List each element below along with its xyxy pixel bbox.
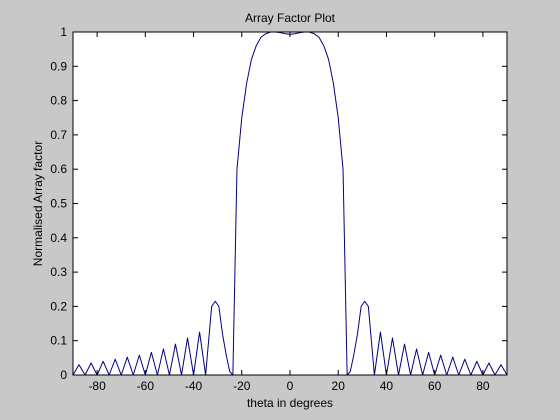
y-tick-label: 1 — [60, 25, 67, 39]
x-tick-label: 40 — [380, 379, 394, 393]
y-tick-label: 0.3 — [50, 265, 67, 279]
x-tick-label: -80 — [88, 379, 106, 393]
y-tick-label: 0.6 — [50, 162, 67, 176]
x-tick-label: -40 — [185, 379, 203, 393]
x-tick-label: 0 — [287, 379, 294, 393]
y-tick-label: 0.1 — [50, 334, 67, 348]
x-tick-label: 60 — [428, 379, 442, 393]
y-tick-label: 0 — [60, 368, 67, 382]
y-tick-label: 0.2 — [50, 299, 67, 313]
x-tick-label: -60 — [137, 379, 155, 393]
y-tick-label: 0.8 — [50, 94, 67, 108]
y-axis-ticks: 0 0.1 0.2 0.3 0.4 0.5 0.6 0.7 0.8 0.9 1 — [50, 25, 507, 382]
x-axis-label: theta in degrees — [247, 396, 333, 410]
plot-area — [73, 32, 507, 375]
x-tick-label: -20 — [233, 379, 251, 393]
y-tick-label: 0.9 — [50, 59, 67, 73]
y-axis-label: Normalised Array factor — [31, 141, 45, 266]
x-tick-label: 20 — [332, 379, 346, 393]
x-tick-label: 80 — [476, 379, 490, 393]
y-tick-label: 0.7 — [50, 128, 67, 142]
chart-title: Array Factor Plot — [245, 11, 336, 25]
y-tick-label: 0.5 — [50, 197, 67, 211]
y-tick-label: 0.4 — [50, 231, 67, 245]
x-axis-ticks: -80 -60 -40 -20 0 20 40 60 80 — [88, 32, 490, 393]
